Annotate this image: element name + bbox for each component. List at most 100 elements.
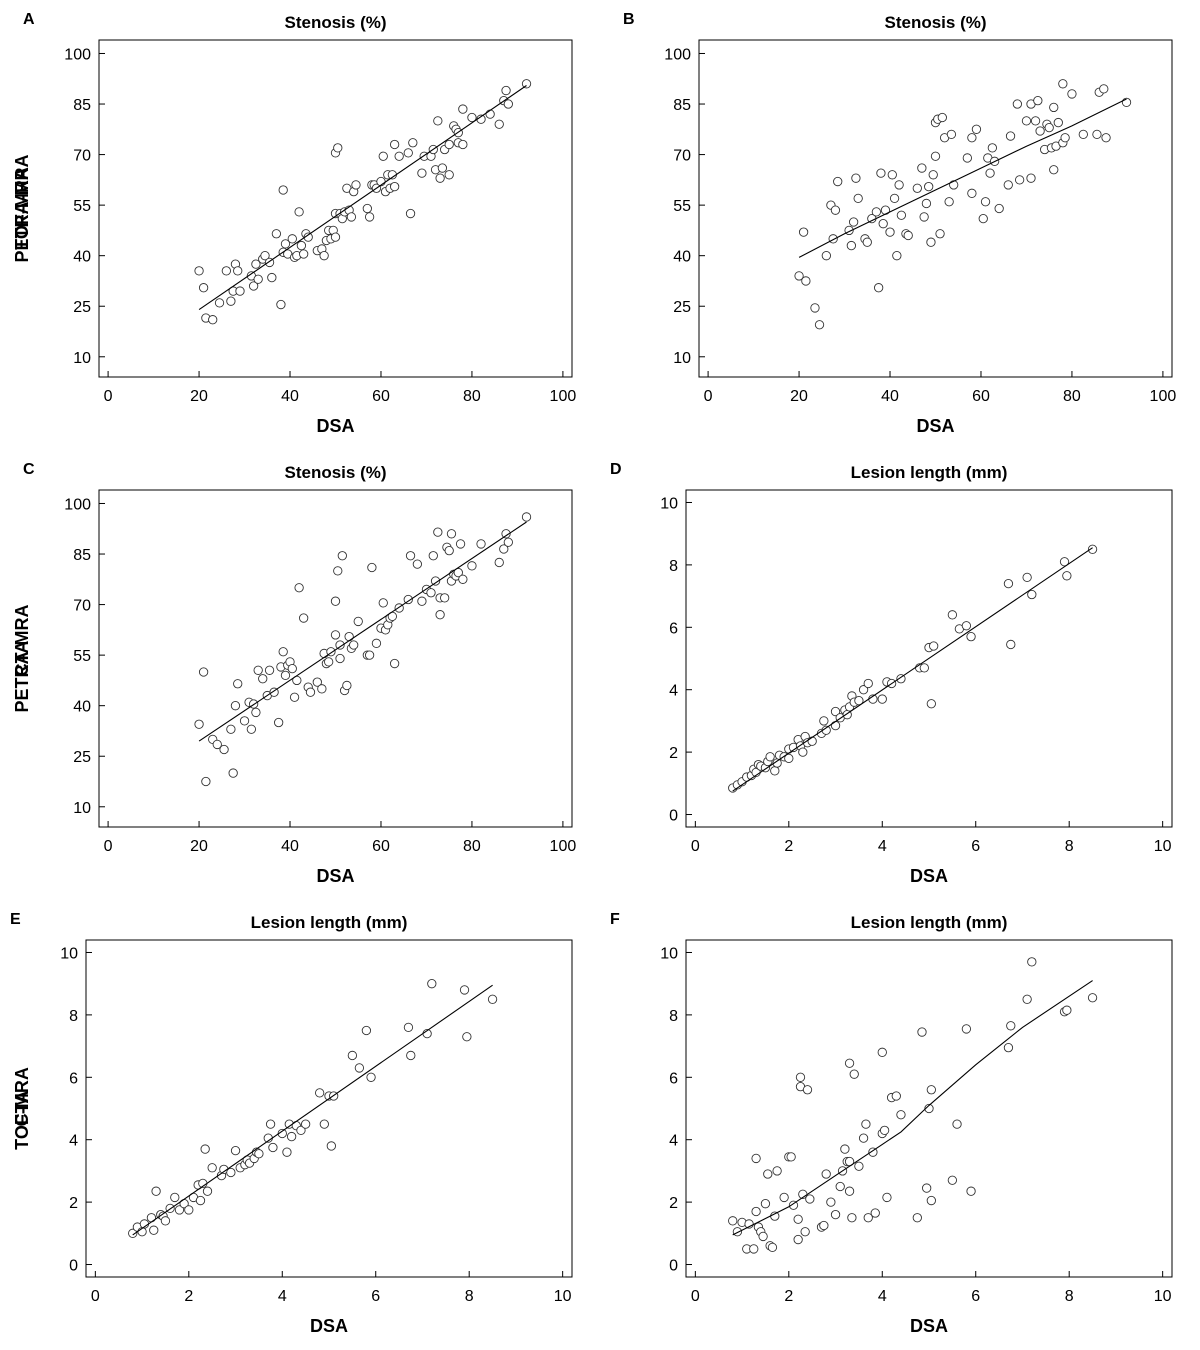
x-tick-label: 2 — [784, 838, 793, 855]
data-point — [1035, 126, 1045, 136]
data-point — [994, 203, 1004, 214]
data-point — [894, 180, 904, 190]
data-point — [912, 183, 922, 193]
data-point — [1026, 173, 1036, 183]
data-point — [980, 197, 991, 207]
data-point — [810, 303, 820, 313]
y-tick-label: 8 — [69, 1008, 78, 1025]
data-point — [1062, 571, 1072, 581]
data-point — [861, 1119, 871, 1129]
data-point — [784, 753, 794, 764]
x-tick-label: 6 — [971, 1288, 980, 1305]
data-point — [194, 719, 204, 729]
x-tick-label: 2 — [784, 1288, 793, 1305]
data-point — [312, 677, 322, 687]
data-point — [453, 567, 463, 578]
data-point — [952, 1119, 962, 1129]
data-point — [389, 658, 400, 669]
data-point — [947, 1175, 958, 1185]
data-point — [230, 701, 241, 711]
x-tick-label: 6 — [371, 1288, 380, 1305]
data-point — [830, 706, 841, 717]
data-point — [260, 251, 270, 261]
data-point — [862, 237, 872, 247]
data-point — [802, 1085, 813, 1095]
data-point — [879, 1125, 890, 1135]
data-point — [361, 1025, 372, 1036]
data-point — [967, 133, 977, 143]
data-point — [305, 687, 316, 697]
data-point — [251, 707, 261, 718]
data-point — [937, 112, 947, 123]
data-point — [440, 593, 450, 603]
x-axis-label: DSA — [316, 866, 354, 886]
data-point — [289, 692, 300, 702]
data-point — [198, 283, 209, 293]
data-point — [858, 685, 869, 695]
y-axis-label: TOF-MRA — [12, 167, 32, 250]
plot-frame — [685, 939, 1173, 1278]
data-point — [854, 1161, 864, 1171]
x-tick-label: 0 — [104, 838, 113, 855]
data-point — [265, 1119, 276, 1129]
chart-panel-c: C Stenosis (%) 0 20 40 60 80 100 10 25 40 55 70 85 100… — [12, 461, 576, 886]
x-tick-label: 20 — [790, 388, 808, 405]
y-axis-label: PETRA-MRA — [12, 155, 32, 263]
y-tick-label: 100 — [664, 46, 691, 63]
data-point — [926, 699, 936, 709]
data-point — [928, 170, 938, 180]
data-point — [917, 163, 927, 173]
data-point — [278, 185, 288, 195]
data-point — [878, 219, 888, 229]
data-point — [405, 208, 416, 219]
data-point — [863, 678, 873, 689]
data-point — [201, 776, 211, 787]
data-point — [926, 237, 936, 247]
data-point — [427, 979, 437, 989]
x-tick-label: 20 — [190, 838, 208, 855]
data-point — [966, 1186, 976, 1196]
plot-frame — [85, 939, 573, 1278]
data-point — [835, 1181, 845, 1192]
data-point — [728, 1216, 738, 1226]
data-point — [342, 680, 352, 691]
data-point — [1044, 122, 1054, 133]
data-point — [788, 1200, 799, 1210]
data-point — [214, 298, 225, 308]
data-point — [853, 193, 863, 204]
data-point — [801, 276, 811, 286]
y-tick-label: 55 — [73, 198, 91, 215]
data-point — [268, 1142, 278, 1153]
data-point — [967, 188, 977, 198]
y-tick-label: 70 — [73, 598, 91, 615]
data-point — [335, 653, 345, 664]
x-tick-label: 0 — [104, 388, 113, 405]
y-tick-label: 55 — [73, 648, 91, 665]
y-tick-label: 40 — [673, 249, 691, 266]
data-point — [444, 546, 454, 556]
data-point — [871, 207, 882, 217]
data-point — [253, 274, 263, 284]
data-point — [251, 259, 261, 269]
x-tick-label: 10 — [1154, 838, 1172, 855]
data-point — [264, 665, 275, 675]
data-point — [296, 1125, 306, 1135]
y-tick-label: 2 — [69, 1195, 78, 1212]
data-point — [751, 1153, 761, 1164]
data-point — [485, 109, 495, 119]
data-point — [253, 665, 263, 675]
y-tick-label: 6 — [669, 1070, 678, 1087]
data-point — [317, 684, 327, 694]
data-point — [1049, 102, 1059, 113]
y-tick-label: 100 — [64, 496, 91, 513]
data-point — [944, 197, 954, 207]
panel-letter: D — [610, 461, 622, 478]
plot-frame — [685, 489, 1173, 828]
data-point — [1092, 129, 1102, 140]
x-axis-label: DSA — [910, 1316, 948, 1336]
data-point — [226, 724, 236, 734]
y-tick-label: 25 — [73, 749, 91, 766]
x-tick-label: 8 — [1065, 838, 1074, 855]
data-point — [830, 720, 841, 731]
data-point — [1062, 1005, 1072, 1015]
